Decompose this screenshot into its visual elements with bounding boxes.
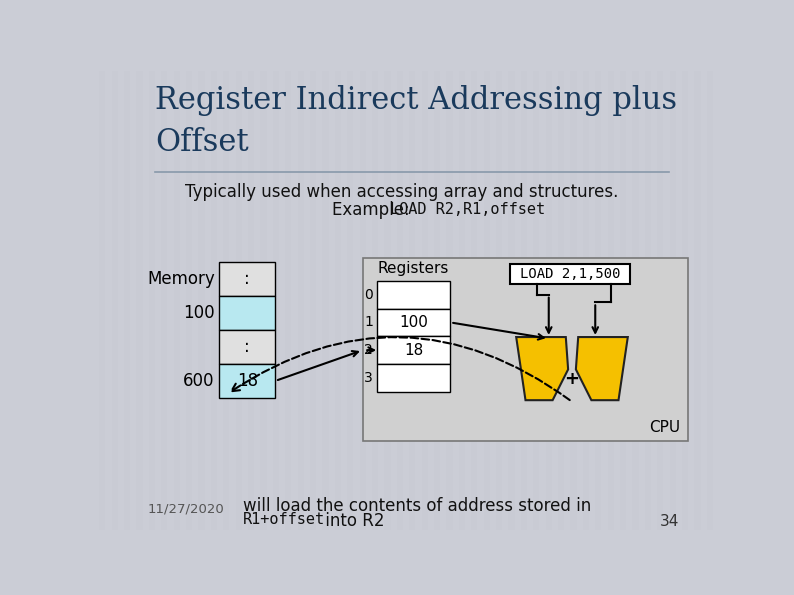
Text: CPU: CPU [649, 420, 680, 435]
Bar [298, 71, 304, 530]
Text: 34: 34 [660, 514, 679, 529]
Bar [376, 364, 450, 392]
Text: 100: 100 [183, 304, 214, 322]
Bar [633, 71, 638, 530]
Text: :: : [245, 270, 250, 289]
Text: 3: 3 [364, 371, 373, 385]
Bar [397, 71, 403, 530]
Bar [211, 71, 217, 530]
Polygon shape [576, 337, 628, 400]
Bar [583, 71, 589, 530]
Bar [695, 71, 700, 530]
Bar [376, 309, 450, 336]
Bar [384, 71, 391, 530]
Bar [376, 281, 450, 309]
Bar [682, 71, 688, 530]
Bar [446, 71, 453, 530]
Text: Typically used when accessing array and structures.: Typically used when accessing array and … [185, 183, 619, 201]
Bar [223, 71, 229, 530]
Bar [372, 71, 378, 530]
Text: into R2: into R2 [320, 512, 384, 530]
Text: Register Indirect Addressing plus: Register Indirect Addressing plus [155, 85, 677, 116]
Bar [570, 71, 576, 530]
Text: 2: 2 [364, 343, 373, 357]
Text: Memory: Memory [147, 270, 214, 289]
Bar [347, 71, 353, 530]
Bar [335, 71, 341, 530]
Bar [174, 71, 180, 530]
Bar [645, 71, 651, 530]
Bar [310, 71, 316, 530]
Text: 18: 18 [237, 372, 258, 390]
Text: :: : [245, 338, 250, 356]
Bar [99, 71, 106, 530]
Bar [219, 262, 276, 296]
Text: will load the contents of address stored in: will load the contents of address stored… [243, 497, 591, 515]
Bar [472, 71, 477, 530]
Bar [248, 71, 254, 530]
Bar [496, 71, 503, 530]
Bar [219, 296, 276, 330]
Text: R1+offset: R1+offset [243, 512, 325, 527]
Bar [148, 71, 155, 530]
Bar [285, 71, 291, 530]
Text: +: + [565, 371, 580, 389]
Bar [510, 264, 630, 284]
Bar [508, 71, 515, 530]
Bar [376, 336, 450, 364]
Bar [322, 71, 329, 530]
Polygon shape [516, 337, 569, 400]
Bar [669, 71, 676, 530]
Text: 100: 100 [399, 315, 428, 330]
Bar [186, 71, 192, 530]
Bar [124, 71, 130, 530]
Bar [707, 71, 713, 530]
Bar [273, 71, 279, 530]
Text: Example:: Example: [332, 201, 414, 219]
Bar [459, 71, 465, 530]
Bar [434, 71, 440, 530]
Text: 0: 0 [364, 288, 373, 302]
Bar [198, 71, 205, 530]
Bar [363, 258, 688, 441]
Text: LOAD R2,R1,offset: LOAD R2,R1,offset [390, 202, 545, 217]
Bar [161, 71, 168, 530]
Bar [521, 71, 527, 530]
Bar [260, 71, 267, 530]
Text: Registers: Registers [378, 261, 449, 276]
Bar [545, 71, 552, 530]
Bar [558, 71, 565, 530]
Bar [219, 364, 276, 398]
Bar [657, 71, 664, 530]
Bar [236, 71, 242, 530]
Bar [219, 330, 276, 364]
Bar [360, 71, 366, 530]
Bar [112, 71, 118, 530]
Text: 11/27/2020: 11/27/2020 [148, 503, 224, 516]
Bar [534, 71, 539, 530]
Text: 1: 1 [364, 315, 373, 330]
Bar [484, 71, 490, 530]
Text: 18: 18 [404, 343, 423, 358]
Text: Offset: Offset [155, 127, 249, 158]
Text: LOAD 2,1,500: LOAD 2,1,500 [520, 267, 620, 281]
Bar [620, 71, 626, 530]
FancyArrowPatch shape [231, 337, 570, 400]
Bar [596, 71, 601, 530]
Bar [422, 71, 428, 530]
Text: 600: 600 [183, 372, 214, 390]
Bar [137, 71, 143, 530]
Bar [409, 71, 415, 530]
Bar [607, 71, 614, 530]
